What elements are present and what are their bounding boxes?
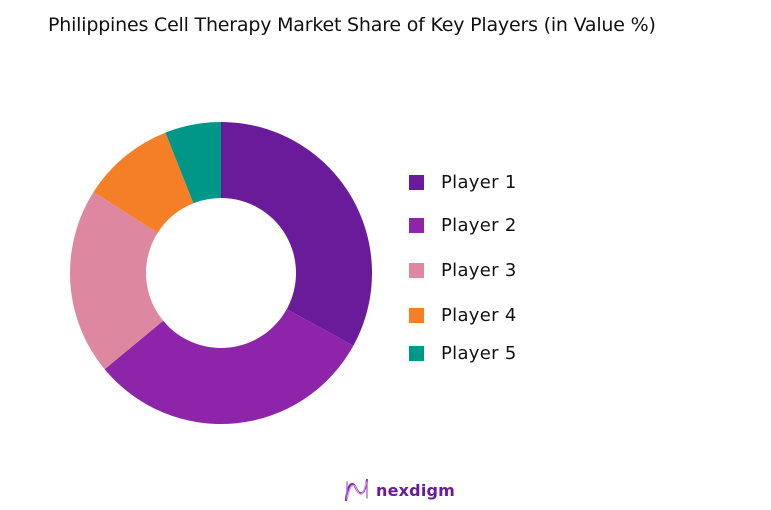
legend-swatch [409, 346, 424, 361]
legend-label: Player 2 [441, 215, 517, 236]
brand-name: nexdigm [376, 480, 456, 500]
donut-slices [69, 122, 373, 425]
donut-slice-player-5 [165, 122, 221, 204]
legend-swatch [409, 175, 424, 190]
legend-label: Player 3 [441, 260, 517, 281]
legend-label: Player 5 [441, 343, 517, 364]
legend-swatch [409, 263, 424, 278]
chart-title: Philippines Cell Therapy Market Share of… [48, 14, 656, 36]
donut-slice-player-1 [221, 122, 373, 346]
legend-label: Player 4 [441, 305, 517, 326]
donut-slice-player-2 [104, 309, 354, 425]
legend-swatch [409, 218, 424, 233]
donut-slice-player-3 [69, 192, 164, 370]
legend-item-player-5: Player 5 [409, 343, 517, 364]
nexdigm-logo-icon [344, 478, 369, 502]
legend-item-player-2: Player 2 [409, 215, 517, 236]
brand-logo: nexdigm [344, 478, 455, 502]
legend-item-player-1: Player 1 [409, 172, 517, 193]
legend-swatch [409, 308, 424, 323]
legend-item-player-3: Player 3 [409, 260, 517, 281]
legend-item-player-4: Player 4 [409, 305, 517, 326]
donut-slice-player-4 [93, 132, 194, 233]
legend-label: Player 1 [441, 172, 517, 193]
